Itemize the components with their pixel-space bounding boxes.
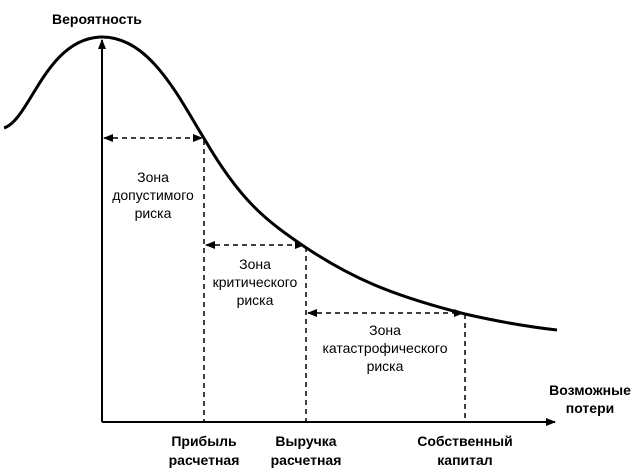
profit-label-line-1: Прибыль bbox=[171, 433, 237, 449]
capital-label-line-1: Собственный bbox=[417, 433, 512, 449]
profit-label-line-2: расчетная bbox=[169, 452, 240, 468]
admissible-zone-label-3: риска bbox=[135, 205, 172, 221]
revenue-label-line-1: Выручка bbox=[275, 433, 336, 449]
catastrophic-zone-label-1: Зона bbox=[369, 322, 401, 338]
capital-label-line-2: капитал bbox=[437, 452, 492, 468]
probability-curve bbox=[3, 35, 558, 332]
x-axis-label-line-2: потери bbox=[566, 400, 614, 416]
x-axis-label-line-1: Возможные bbox=[549, 382, 631, 398]
critical-zone-label-2: критического bbox=[213, 274, 298, 290]
catastrophic-zone-label-3: риска bbox=[367, 358, 404, 374]
y-axis-label: Вероятность bbox=[52, 11, 142, 27]
critical-zone-label-3: риска bbox=[237, 292, 274, 308]
critical-zone-label-1: Зона bbox=[239, 256, 271, 272]
admissible-zone-label-2: допустимого bbox=[112, 187, 194, 203]
catastrophic-zone-label-2: катастрофического bbox=[322, 340, 447, 356]
admissible-zone-label-1: Зона bbox=[137, 169, 169, 185]
revenue-label-line-2: расчетная bbox=[271, 452, 342, 468]
